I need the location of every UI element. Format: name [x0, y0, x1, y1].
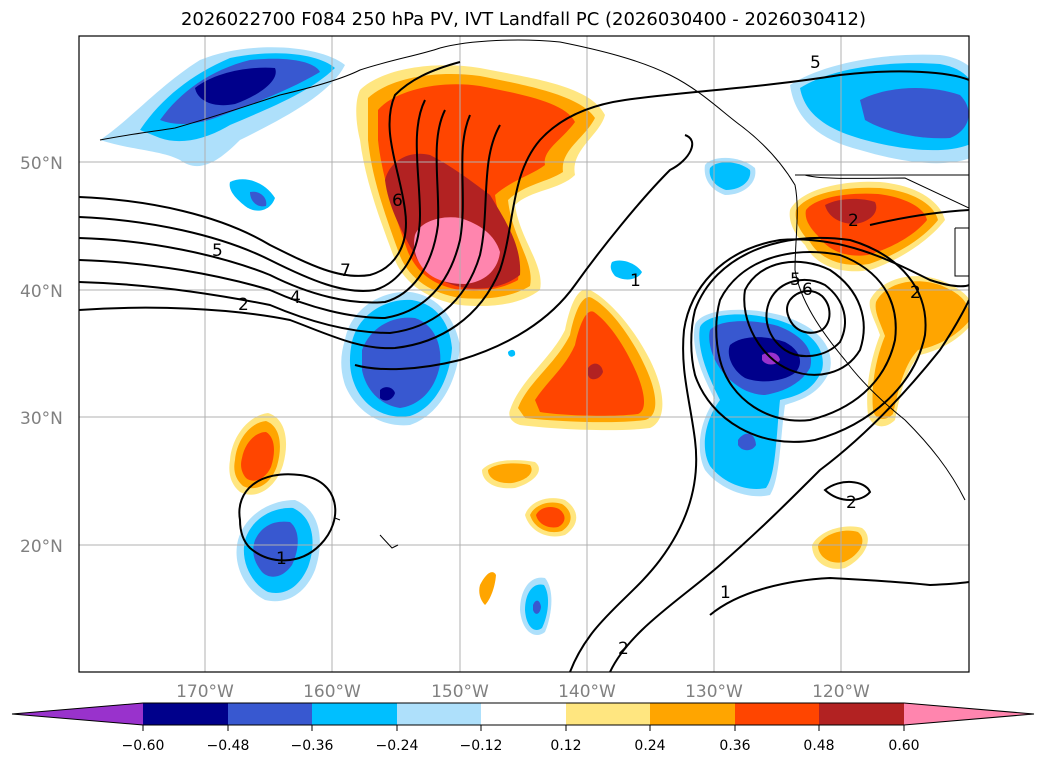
contour-label: 5 — [810, 53, 821, 73]
colorbar-tick-label: −0.60 — [122, 738, 165, 754]
pv-anomaly-small-positive — [229, 413, 868, 605]
colorbar-tick-label: 0.48 — [803, 738, 834, 754]
lat-label: 40°N — [20, 282, 63, 302]
lon-label: 170°W — [176, 682, 234, 702]
colorbar-tick-label: 0.12 — [550, 738, 581, 754]
map-content: 5 7 2 4 6 1 1 2 1 2 5 6 2 2 5 — [79, 36, 969, 672]
colorbar-bin — [650, 703, 735, 725]
contour-label: 2 — [238, 295, 249, 315]
lat-label: 50°N — [20, 154, 63, 174]
contour-label: 2 — [910, 283, 921, 303]
contour-label: 6 — [802, 280, 813, 300]
lon-label: 130°W — [685, 682, 743, 702]
contour-label: 1 — [630, 271, 641, 291]
latitude-labels: 20°N 30°N 40°N 50°N — [20, 154, 63, 557]
map-title: 2026022700 F084 250 hPa PV, IVT Landfall… — [180, 9, 867, 30]
pv-anomaly-negative-california — [694, 309, 831, 497]
pv-anomaly-negative-midlat — [341, 291, 460, 426]
colorbar-bin — [819, 703, 904, 725]
colorbar-extend-low — [12, 703, 143, 725]
contour-label: 5 — [212, 241, 223, 261]
colorbar-tick-label: 0.60 — [888, 738, 919, 754]
colorbar-extend-high — [904, 703, 1034, 725]
lon-label: 120°W — [812, 682, 870, 702]
colorbar-tick-label: −0.48 — [207, 738, 250, 754]
map-frame — [78, 35, 970, 673]
contour-label: 2 — [618, 639, 629, 659]
colorbar-bin — [735, 703, 819, 725]
colorbar-bin — [143, 703, 228, 725]
contour-labels: 5 7 2 4 6 1 1 2 1 2 5 6 2 2 5 — [212, 53, 921, 659]
contour-label: 1 — [720, 583, 731, 603]
pv-anomaly-negative-north — [100, 47, 345, 211]
lat-label: 30°N — [20, 409, 63, 429]
pv-anomaly-negative-canada — [790, 54, 969, 164]
contour-label: 1 — [276, 549, 287, 569]
colorbar-ticks — [142, 725, 905, 731]
colorbar-bin — [312, 703, 397, 725]
colorbar-bin — [228, 703, 312, 725]
colorbar-tick-label: −0.24 — [376, 738, 419, 754]
pv-anomaly-small-negative — [236, 157, 756, 636]
contour-label: 6 — [392, 191, 403, 211]
contour-label: 4 — [290, 288, 301, 308]
lat-label: 20°N — [20, 537, 63, 557]
lon-label: 150°W — [431, 682, 489, 702]
colorbar-tick-label: −0.12 — [460, 738, 503, 754]
contour-label: 7 — [340, 261, 351, 281]
contour-label: 2 — [848, 211, 859, 231]
ivt-contours — [79, 61, 969, 672]
colorbar: −0.60 −0.48 −0.36 −0.24 −0.12 0.12 0.24 … — [11, 702, 1035, 754]
pv-anomaly-positive-westus — [789, 181, 969, 427]
colorbar-bin — [566, 703, 650, 725]
contour-label: 2 — [846, 493, 857, 513]
contour-label: 5 — [790, 270, 801, 290]
colorbar-bin — [481, 703, 566, 725]
colorbar-tick-label: −0.36 — [291, 738, 334, 754]
colorbar-bin — [397, 703, 481, 725]
lon-label: 160°W — [303, 682, 361, 702]
colorbar-tick-label: 0.36 — [719, 738, 750, 754]
lon-label: 140°W — [558, 682, 616, 702]
longitude-labels: 170°W 160°W 150°W 140°W 130°W 120°W — [176, 682, 870, 702]
colorbar-tick-label: 0.24 — [634, 738, 665, 754]
